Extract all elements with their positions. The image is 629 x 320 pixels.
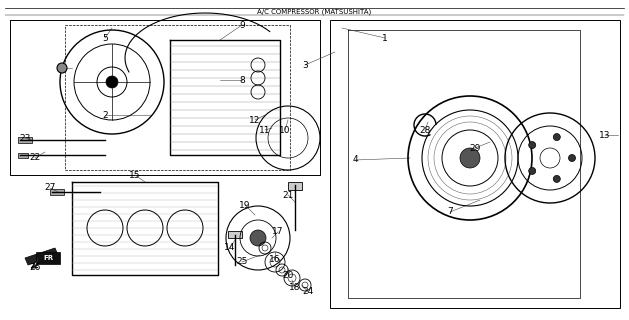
Text: 2: 2 [102,110,108,119]
Text: 12: 12 [249,116,260,124]
Text: 11: 11 [259,125,270,134]
Text: 17: 17 [272,228,284,236]
Circle shape [529,167,536,174]
Text: 14: 14 [225,244,236,252]
Circle shape [554,133,560,140]
Circle shape [569,155,576,162]
Text: 10: 10 [279,125,291,134]
Text: 8: 8 [239,76,245,84]
Text: 19: 19 [239,201,251,210]
Bar [288,182,302,190]
Text: 18: 18 [289,284,301,292]
Text: 21: 21 [282,190,294,199]
Circle shape [554,175,560,182]
Text: 13: 13 [599,131,611,140]
Text: 24: 24 [303,287,314,297]
Circle shape [460,148,480,168]
Text: 20: 20 [282,270,294,279]
Text: 3: 3 [302,60,308,69]
Circle shape [529,141,536,148]
Text: 29: 29 [469,143,481,153]
Text: 16: 16 [269,255,281,265]
Text: 26: 26 [30,263,41,273]
Text: 4: 4 [352,156,358,164]
Text: 22: 22 [30,154,41,163]
Text: 9: 9 [239,20,245,29]
Circle shape [106,76,118,88]
Bar [18,153,28,158]
Circle shape [250,230,266,246]
Text: 25: 25 [237,258,248,267]
Text: 28: 28 [420,125,431,134]
Text: A/C COMPRESSOR (MATSUSHITA): A/C COMPRESSOR (MATSUSHITA) [257,9,371,15]
Polygon shape [25,248,58,265]
Text: 1: 1 [382,34,388,43]
Polygon shape [36,252,60,264]
Bar [228,231,242,238]
Text: 7: 7 [447,207,453,217]
Text: 6: 6 [59,63,65,73]
Text: 15: 15 [129,171,141,180]
Text: FR: FR [43,255,53,261]
Text: 5: 5 [102,34,108,43]
Text: 23: 23 [19,133,31,142]
Text: 27: 27 [44,183,56,193]
Bar [18,137,32,143]
Bar [50,189,64,195]
Circle shape [57,63,67,73]
